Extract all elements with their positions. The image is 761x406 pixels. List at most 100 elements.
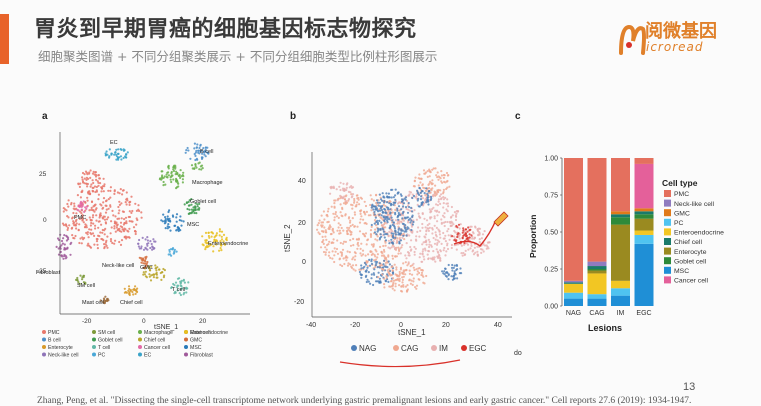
- cell-point: [458, 227, 461, 230]
- cell-point: [453, 272, 456, 275]
- cell-point: [456, 243, 460, 246]
- legend-label: MSC: [190, 345, 202, 351]
- cell-point: [333, 254, 336, 257]
- cell-point: [442, 206, 445, 209]
- cell-point: [91, 232, 95, 235]
- legend-item: PC: [664, 218, 684, 227]
- cell-point: [125, 156, 128, 159]
- cell-point: [468, 233, 471, 236]
- cell-point: [423, 282, 426, 285]
- cell-point: [66, 226, 70, 230]
- cell-point: [376, 230, 379, 233]
- cell-point: [428, 240, 431, 243]
- legend-label: Cancer cell: [144, 345, 170, 351]
- cell-point: [388, 196, 391, 199]
- cell-point: [204, 248, 207, 251]
- cell-point: [354, 255, 357, 258]
- cell-point: [394, 208, 397, 211]
- cell-point: [342, 202, 346, 205]
- cell-point: [321, 240, 324, 243]
- cell-point: [436, 243, 439, 246]
- bar-segment: [611, 224, 630, 281]
- panel-b-xtick: -40: [306, 322, 316, 329]
- cell-point: [218, 228, 221, 231]
- cell-point: [197, 162, 200, 165]
- cell-point: [383, 265, 386, 268]
- cell-point: [425, 219, 429, 222]
- cell-point: [67, 199, 70, 202]
- cell-point: [380, 235, 383, 238]
- cell-point: [187, 200, 190, 204]
- cell-point: [380, 214, 383, 217]
- cell-point: [381, 192, 384, 195]
- cell-point: [225, 236, 228, 239]
- cell-point: [176, 289, 179, 292]
- cell-point: [405, 234, 408, 237]
- cell-point: [417, 177, 420, 180]
- cell-point: [121, 189, 125, 192]
- cell-point: [423, 217, 426, 220]
- cell-point: [439, 202, 442, 205]
- cell-point: [120, 158, 123, 161]
- cell-point: [168, 217, 171, 220]
- cell-point: [324, 229, 327, 232]
- cell-point: [137, 245, 140, 248]
- legend-swatch: [184, 330, 188, 334]
- cell-point: [350, 265, 353, 268]
- panel-b-ylabel: tSNE_2: [283, 224, 292, 252]
- cell-point: [383, 233, 386, 236]
- cell-point: [473, 246, 476, 249]
- cell-point: [329, 233, 332, 236]
- cell-point: [462, 227, 465, 230]
- legend-item: Enterocyte: [664, 247, 707, 256]
- cell-point: [65, 225, 68, 228]
- cell-point: [95, 219, 98, 222]
- cell-point: [363, 222, 366, 225]
- cell-point: [406, 211, 410, 214]
- cell-point: [110, 226, 113, 229]
- cell-point: [393, 227, 397, 230]
- cell-point: [386, 216, 389, 219]
- cell-point: [384, 256, 388, 259]
- cell-point: [188, 199, 191, 202]
- cell-point: [455, 268, 458, 272]
- legend-item: Neck-like cell: [664, 199, 715, 208]
- cell-point: [86, 199, 89, 202]
- cell-point: [398, 220, 401, 223]
- cell-point: [324, 253, 327, 256]
- cell-point: [444, 240, 447, 243]
- cell-point: [73, 208, 76, 211]
- cell-point: [402, 205, 405, 208]
- cell-point: [382, 203, 385, 206]
- cell-point: [373, 259, 376, 262]
- cell-point: [375, 250, 378, 253]
- cell-point: [101, 228, 104, 232]
- cell-point: [219, 247, 222, 250]
- legend-item: MSC: [664, 266, 689, 275]
- cell-point: [135, 289, 138, 292]
- legend-item: Cancer cell: [138, 345, 170, 351]
- cell-point: [418, 193, 421, 196]
- cell-point: [432, 236, 435, 240]
- cell-point: [421, 243, 424, 246]
- cell-point: [457, 232, 460, 235]
- cell-point: [434, 260, 437, 263]
- cell-point: [178, 219, 181, 222]
- cell-point: [398, 242, 401, 245]
- legend-item: GMC: [664, 209, 690, 217]
- cell-point: [381, 211, 384, 214]
- cell-point: [369, 214, 372, 217]
- cell-point: [362, 233, 366, 236]
- cell-point: [194, 158, 197, 162]
- cell-point: [450, 243, 453, 247]
- cell-point: [408, 272, 411, 275]
- cell-point: [446, 186, 449, 189]
- cell-point: [316, 228, 319, 231]
- cell-point: [428, 189, 431, 193]
- cell-point: [146, 248, 149, 251]
- cell-point: [124, 228, 127, 231]
- cell-point: [82, 238, 85, 241]
- cell-point: [431, 179, 434, 182]
